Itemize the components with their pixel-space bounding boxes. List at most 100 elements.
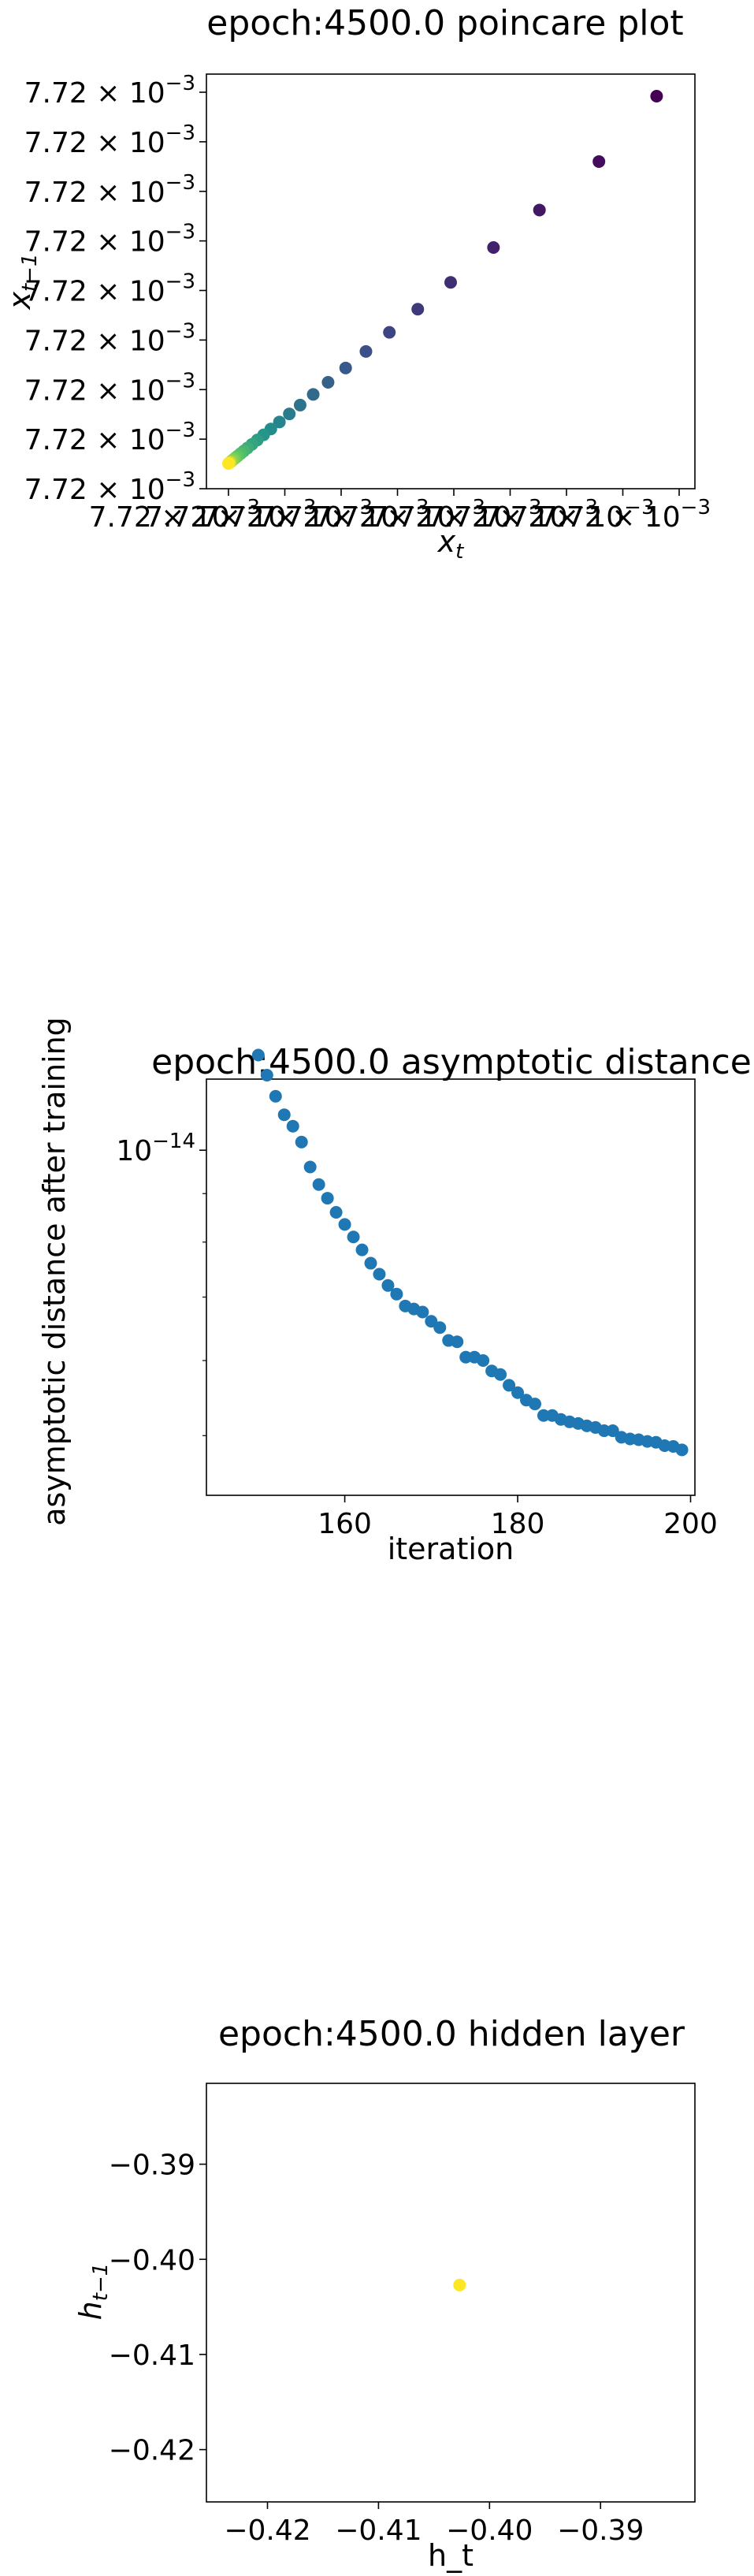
hidden-layer-y-tick-label: −0.42: [109, 2435, 195, 2467]
asymptotic-point: [381, 1279, 395, 1292]
asymptotic-x-tick-label: 160: [318, 1508, 372, 1540]
asymptotic-point: [312, 1178, 325, 1191]
asymptotic-point: [459, 1350, 473, 1364]
asymptotic-x-axis-label: iteration: [388, 1532, 514, 1566]
asymptotic-point: [451, 1335, 464, 1349]
poincare-point: [533, 203, 546, 217]
asymptotic-point: [606, 1424, 619, 1438]
poincare-point: [293, 398, 306, 411]
poincare-x-ticks: 7.72 × 10−37.72 × 10−37.72 × 10−37.72 × …: [89, 489, 711, 534]
poincare-x-axis-label: xt: [437, 524, 465, 564]
asymptotic-point: [390, 1287, 403, 1301]
asymptotic-point: [251, 1048, 265, 1062]
asymptotic-y-tick-label: 10−14: [116, 1130, 195, 1167]
poincare-plot-area: [206, 73, 696, 490]
asymptotic-point: [347, 1230, 360, 1244]
poincare-x-tick-label: 7.72 × 10−3: [427, 496, 598, 534]
asymptotic-point: [477, 1354, 490, 1368]
poincare-y-tick-label: 7.72 × 10−3: [24, 270, 195, 308]
poincare-title: epoch:4500.0 poincare plot: [206, 3, 683, 43]
poincare-points: [222, 90, 663, 470]
poincare-point: [273, 415, 286, 429]
asymptotic-point: [338, 1218, 351, 1231]
asymptotic-x-tick-label: 180: [491, 1508, 545, 1540]
hidden-layer-x-tick-label: −0.39: [557, 2515, 644, 2547]
asymptotic-y-ticks: 10−14: [116, 1130, 206, 1436]
poincare-y-tick-label: 7.72 × 10−3: [24, 419, 195, 456]
poincare-y-ticks: 7.72 × 10−3 7.72 × 10−3 7.72 × 10−3 7.72 × …: [24, 72, 206, 506]
asymptotic-plot-area: [206, 1078, 696, 1496]
hidden-layer-x-axis-label: h_t: [428, 2538, 474, 2573]
poincare-point: [306, 388, 320, 401]
hidden-layer-y-tick-label: −0.39: [109, 2150, 195, 2182]
poincare-point: [411, 303, 425, 316]
asymptotic-point: [597, 1424, 611, 1438]
asymptotic-points: [251, 1048, 689, 1457]
hidden-layer-y-axis-label: ht−1: [73, 2263, 113, 2321]
poincare-y-tick-label: 7.72 × 10−3: [24, 319, 195, 357]
poincare-y-tick-label: 7.72 × 10−3: [24, 468, 195, 506]
hidden-layer-x-tick-label: −0.42: [224, 2515, 310, 2547]
poincare-point: [359, 344, 373, 358]
hidden-layer-y-tick-label: −0.41: [109, 2340, 195, 2372]
asymptotic-x-ticks: 160 180 200: [318, 1495, 718, 1540]
asymptotic-title: epoch:4500.0 asymptotic distance: [151, 1042, 752, 1082]
poincare-y-axis-label: xt−1: [2, 253, 42, 310]
poincare-x-tick-label: 7.72 × 10−3: [202, 496, 373, 534]
poincare-point: [383, 326, 396, 339]
poincare-y-tick-label: 7.72 × 10−3: [24, 121, 195, 159]
asymptotic-point: [303, 1160, 317, 1174]
asymptotic-point: [269, 1089, 282, 1103]
asymptotic-point: [295, 1135, 308, 1148]
poincare-point: [339, 361, 352, 374]
poincare-y-tick-label: 7.72 × 10−3: [24, 369, 195, 407]
poincare-point: [222, 457, 235, 470]
asymptotic-point: [511, 1386, 525, 1399]
asymptotic-point: [277, 1108, 291, 1122]
asymptotic-point: [433, 1321, 447, 1335]
asymptotic-chart: epoch:4500.0 asymptotic distance 10−14 1…: [37, 1017, 752, 1566]
hidden-layer-title: epoch:4500.0 hidden layer: [218, 2014, 685, 2054]
poincare-point: [321, 376, 335, 389]
asymptotic-point: [373, 1268, 386, 1281]
asymptotic-point: [494, 1368, 507, 1381]
asymptotic-y-axis-label: asymptotic distance after training: [37, 1017, 72, 1526]
poincare-chart: epoch:4500.0 poincare plot 7.72 × 10−37.…: [2, 3, 711, 564]
asymptotic-point: [364, 1256, 377, 1270]
asymptotic-point: [425, 1315, 438, 1328]
poincare-y-tick-label: 7.72 × 10−3: [24, 221, 195, 259]
hidden-layer-points: [453, 2278, 466, 2291]
hidden-layer-point: [453, 2278, 466, 2291]
poincare-point: [283, 408, 296, 421]
poincare-y-tick-label: 7.72 × 10−3: [24, 72, 195, 110]
asymptotic-point: [286, 1119, 299, 1133]
hidden-layer-x-ticks: −0.42 −0.41 −0.40 −0.39: [224, 2502, 644, 2547]
asymptotic-point: [528, 1398, 541, 1411]
poincare-point: [487, 240, 500, 254]
poincare-y-tick-label: 7.72 × 10−3: [24, 171, 195, 209]
poincare-x-tick-label: 7.72 × 10−3: [145, 496, 316, 534]
hidden-layer-y-ticks: −0.39 −0.40 −0.41 −0.42: [109, 2150, 206, 2467]
asymptotic-point: [503, 1379, 516, 1392]
hidden-layer-x-tick-label: −0.41: [335, 2515, 422, 2547]
asymptotic-point: [321, 1192, 334, 1205]
asymptotic-point: [355, 1243, 369, 1256]
poincare-x-tick-label: 7.72 × 10−3: [258, 496, 429, 534]
asymptotic-point: [416, 1305, 429, 1319]
poincare-x-tick-label: 7.72 × 10−3: [314, 496, 485, 534]
hidden-layer-chart: epoch:4500.0 hidden layer −0.39−0.40−0.4…: [73, 2014, 696, 2573]
hidden-layer-plot-area: [206, 2083, 696, 2503]
asymptotic-x-tick-label: 200: [663, 1508, 718, 1540]
poincare-point: [444, 276, 457, 289]
poincare-x-tick-label: 7.72 × 10−3: [370, 496, 541, 534]
asymptotic-point: [260, 1068, 273, 1081]
poincare-x-tick-label: 7.72 × 10−3: [483, 496, 654, 534]
asymptotic-point: [675, 1443, 689, 1457]
poincare-x-tick-label: 7.72 × 10−3: [89, 496, 260, 534]
asymptotic-point: [329, 1205, 343, 1219]
hidden-layer-x-tick-label: −0.40: [446, 2515, 533, 2547]
poincare-x-tick-label: 7.72 × 10−3: [540, 496, 711, 534]
poincare-point: [592, 154, 606, 168]
asymptotic-point: [537, 1409, 550, 1422]
